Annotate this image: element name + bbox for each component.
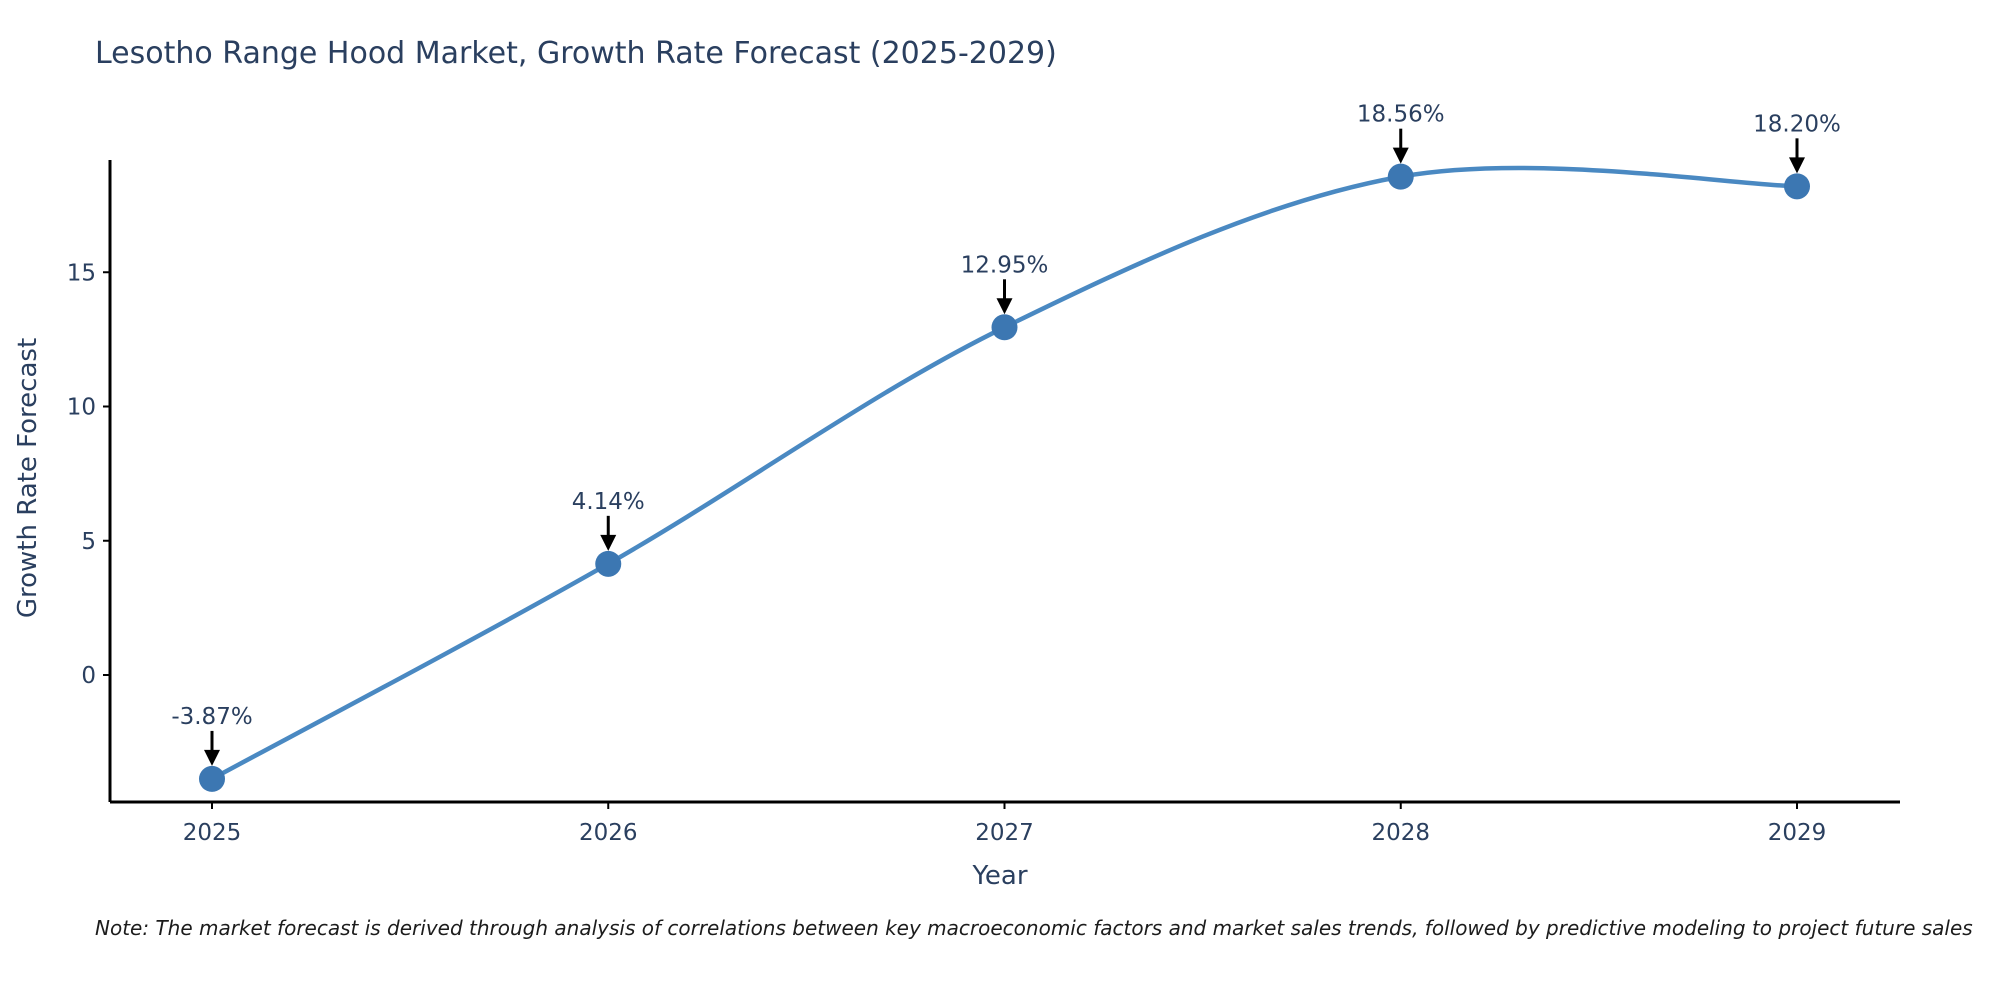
data-point-marker [1387,163,1414,190]
data-point-marker [991,314,1018,341]
x-tick-label: 2029 [1768,820,1827,846]
data-point-marker [199,765,225,792]
data-point-label: 4.14% [572,489,645,515]
x-axis-title: Year [972,861,1028,891]
footnote: Note: The market forecast is derived thr… [95,916,1973,940]
chart-title: Lesotho Range Hood Market, Growth Rate F… [95,36,1057,71]
x-tick-label: 2026 [579,820,638,846]
y-tick-label: 0 [81,663,96,689]
data-point-label: 18.56% [1357,102,1445,128]
y-tick-label: 10 [67,395,96,421]
annotation-arrow-head [996,298,1013,315]
data-point-label: -3.87% [171,704,252,730]
data-point-marker [1784,173,1810,200]
y-tick-label: 5 [81,529,96,555]
annotation-arrow-head [600,534,617,551]
data-point-label: 12.95% [961,252,1049,278]
data-point-label: 18.20% [1753,111,1841,137]
annotation-arrow-head [1789,157,1805,174]
annotation-arrow-head [204,749,220,766]
y-tick-label: 15 [67,260,96,286]
x-tick-label: 2025 [183,820,242,846]
data-point-marker [595,550,622,577]
annotation-arrow-head [1392,147,1409,164]
x-tick-label: 2027 [975,820,1034,846]
x-tick-label: 2028 [1371,820,1430,846]
